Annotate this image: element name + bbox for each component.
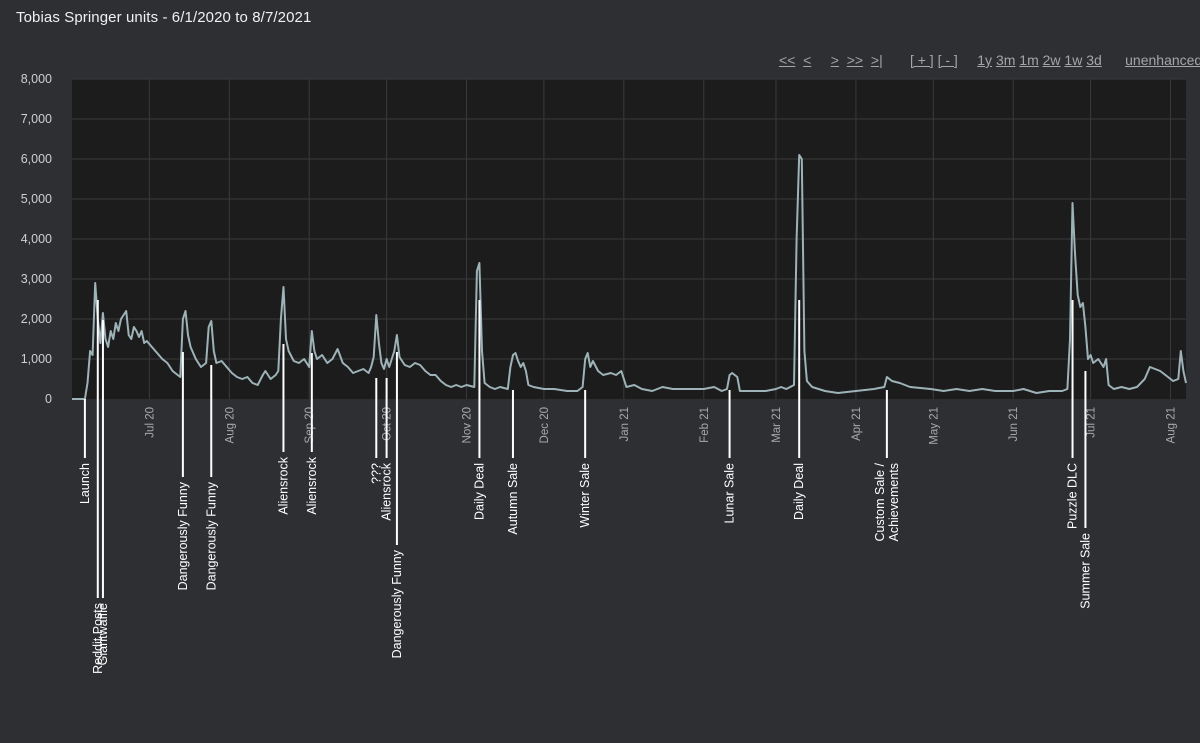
x-tick-label: Mar 21 — [771, 407, 783, 443]
range-2w-button[interactable]: 2w — [1042, 52, 1061, 68]
gridlines — [72, 78, 1186, 399]
first-page-button[interactable]: << — [779, 52, 796, 68]
annotation-label: Daily Deal — [472, 463, 486, 520]
y-tick-label: 2,000 — [21, 312, 52, 326]
annotation-label: Puzzle DLC — [1066, 463, 1080, 529]
zoom-out-button[interactable]: [ - ] — [937, 52, 958, 68]
y-axis: 0 1,000 2,000 3,000 4,000 5,000 6,000 7,000 8,00… — [21, 72, 52, 406]
annotation-label: Autumn Sale — [506, 463, 520, 535]
series-layer — [72, 154, 1187, 400]
y-tick-label: 3,000 — [21, 272, 52, 286]
annotation-label: Dangerously Funny — [390, 549, 404, 658]
x-tick-label: Aug 20 — [224, 407, 236, 443]
range-3m-button[interactable]: 3m — [995, 52, 1016, 68]
zoom-in-button[interactable]: [ + ] — [909, 52, 934, 68]
x-tick-label: Jul 21 — [1086, 407, 1098, 438]
x-tick-label: Sep 20 — [304, 407, 316, 443]
y-tick-label: 0 — [45, 392, 52, 406]
range-navigation: << < > >> >| [ + ] [ - ] 1y 3m 1m 2w 1w … — [779, 52, 1200, 68]
annotation-label: Aliensrock — [380, 462, 394, 520]
unenhanced-button[interactable]: unenhanced — [1125, 52, 1200, 68]
x-tick-label: Dec 20 — [539, 407, 551, 443]
x-tick-label: Jun 21 — [1008, 407, 1020, 442]
annotation-label: Aliensrock — [305, 456, 319, 514]
units-series-line — [72, 154, 1187, 400]
y-tick-label: 6,000 — [21, 152, 52, 166]
y-tick-label: 7,000 — [21, 112, 52, 126]
x-tick-label: Jan 21 — [619, 407, 631, 442]
x-tick-label: Apr 21 — [851, 407, 863, 441]
page-title: Tobias Springer units - 6/1/2020 to 8/7/… — [16, 9, 312, 26]
range-3d-button[interactable]: 3d — [1086, 52, 1102, 68]
annotation-label: Launch — [78, 463, 92, 504]
x-tick-label: Feb 21 — [699, 407, 711, 443]
annotation-label: Custom Sale /Achievements — [873, 462, 901, 541]
annotation-label: Winter Sale — [578, 463, 592, 528]
annotation-label: Giantwaffle — [96, 603, 110, 665]
x-tick-label: Aug 21 — [1166, 407, 1178, 443]
annotation-label: ??? — [369, 463, 383, 484]
x-tick-label: May 21 — [928, 407, 940, 445]
annotation-label: Daily Deal — [792, 463, 806, 520]
y-tick-label: 5,000 — [21, 192, 52, 206]
annotation-label: Lunar Sale — [723, 463, 737, 524]
range-1y-button[interactable]: 1y — [977, 52, 993, 68]
x-tick-label: Nov 20 — [462, 407, 474, 443]
annotation-label: Dangerously Funny — [176, 481, 190, 590]
annotation-label: Aliensrock — [276, 456, 290, 514]
next-button[interactable]: > — [830, 52, 839, 68]
annotation-label: Dangerously Funny — [204, 481, 218, 590]
annotation-label: Summer Sale — [1078, 533, 1092, 609]
range-1w-button[interactable]: 1w — [1064, 52, 1083, 68]
y-tick-label: 1,000 — [21, 352, 52, 366]
range-1m-button[interactable]: 1m — [1019, 52, 1039, 68]
x-tick-label: Jul 20 — [144, 407, 156, 438]
prev-button[interactable]: < — [803, 52, 812, 68]
y-tick-label: 8,000 — [21, 72, 52, 86]
last-page-button[interactable]: >| — [870, 52, 883, 68]
annotation-label: Reddit Posts — [91, 603, 105, 674]
y-tick-label: 4,000 — [21, 232, 52, 246]
next-big-button[interactable]: >> — [846, 52, 864, 68]
